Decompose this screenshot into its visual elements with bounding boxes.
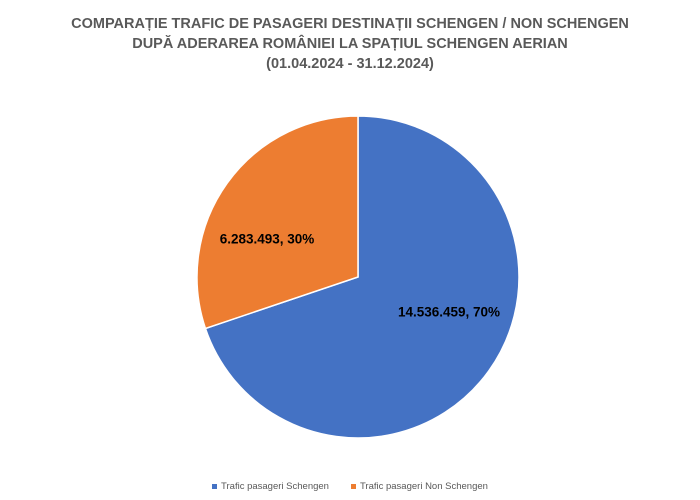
legend-label-non-schengen: Trafic pasageri Non Schengen (359, 481, 488, 492)
legend-swatch-non-schengen (350, 484, 356, 489)
pie-slice-schengen (204, 115, 520, 439)
data-label-non-schengen: 6.283.493, 30% (220, 232, 315, 247)
chart-title: COMPARAȚIE TRAFIC DE PASAGERI DESTINAȚII… (0, 14, 700, 74)
chart-title-line-1: COMPARAȚIE TRAFIC DE PASAGERI DESTINAȚII… (71, 16, 629, 32)
legend-item-schengen: Trafic pasageri Schengen (212, 481, 329, 492)
pie-slice-non-schengen (196, 115, 359, 330)
chart-title-line-3: (01.04.2024 - 31.12.2024) (266, 56, 434, 72)
chart-title-line-2: DUPĂ ADERAREA ROMÂNIEI LA SPAȚIUL SCHENG… (132, 36, 568, 52)
legend: Trafic pasageri Schengen Trafic pasageri… (0, 481, 700, 492)
legend-swatch-schengen (212, 484, 218, 489)
legend-label-schengen: Trafic pasageri Schengen (221, 481, 329, 492)
legend-item-non-schengen: Trafic pasageri Non Schengen (350, 481, 488, 492)
data-label-schengen: 14.536.459, 70% (398, 305, 500, 320)
